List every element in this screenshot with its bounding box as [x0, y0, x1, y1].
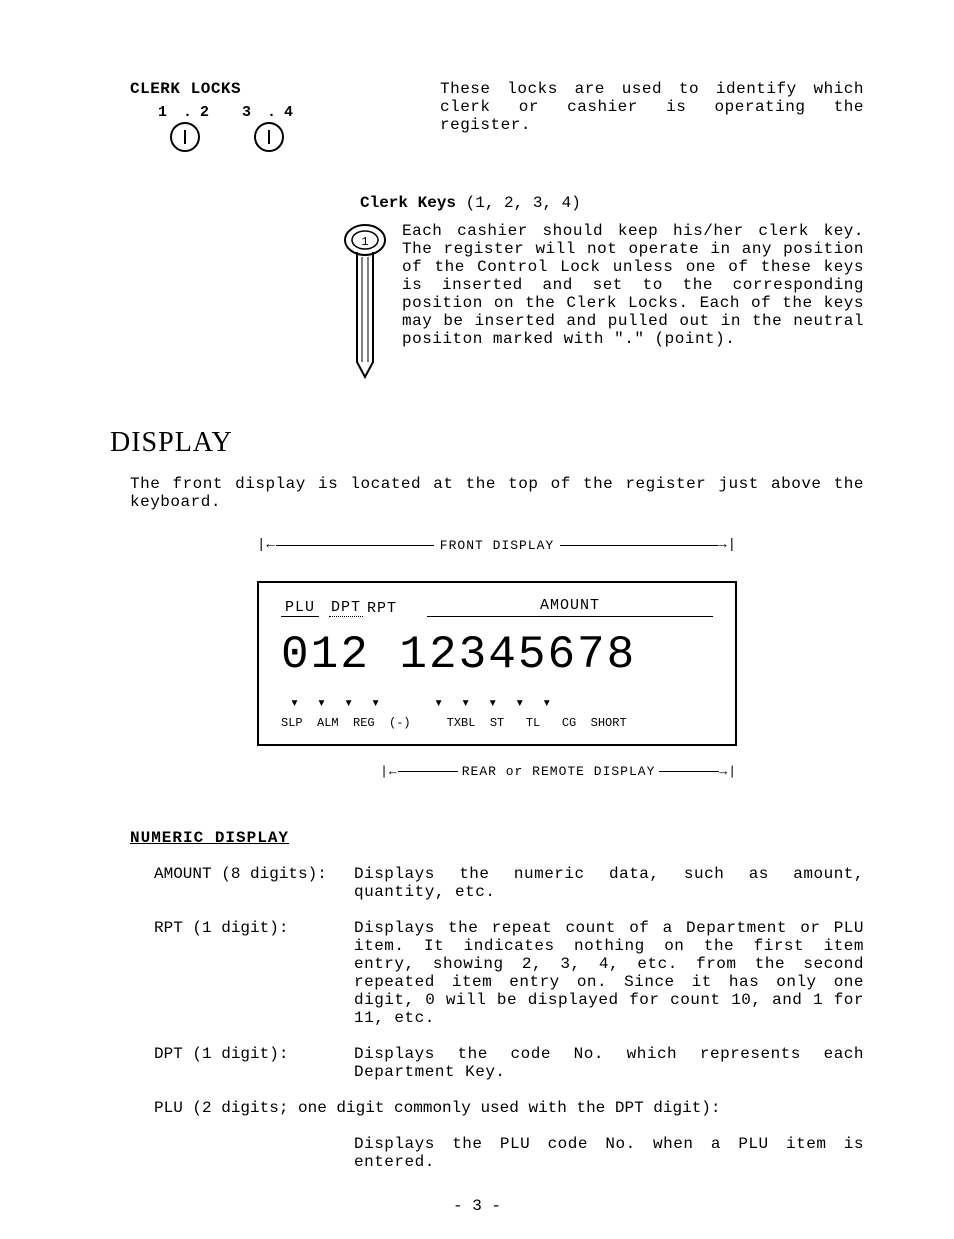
- rear-display-label: REAR or REMOTE DISPLAY: [458, 764, 660, 779]
- front-display-label-line: |← FRONT DISPLAY →|: [257, 537, 737, 553]
- def-plu-line: PLU (2 digits; one digit commonly used w…: [154, 1099, 864, 1117]
- def-term: RPT (1 digit):: [154, 919, 354, 1027]
- clerk-keys-heading-row: Clerk Keys (1, 2, 3, 4): [360, 194, 864, 212]
- numeric-display-heading: NUMERIC DISPLAY: [130, 829, 864, 847]
- lock-label-1: 1: [158, 104, 167, 121]
- def-term: DPT (1 digit):: [154, 1045, 354, 1081]
- lock-label-2: 2: [200, 104, 209, 121]
- front-display-label: FRONT DISPLAY: [434, 538, 560, 553]
- clerk-locks-intro: These locks are used to identify which c…: [440, 80, 864, 134]
- clerk-locks-diagram: 1 . 2 3 . 4: [130, 104, 330, 184]
- def-body: Displays the numeric data, such as amoun…: [354, 865, 864, 901]
- display-intro: The front display is located at the top …: [130, 475, 864, 511]
- clerk-locks-heading: CLERK LOCKS: [130, 80, 440, 98]
- clerk-locks-section: CLERK LOCKS 1 . 2 3 . 4 These locks are …: [130, 80, 864, 184]
- dpt-label: DPT: [329, 599, 363, 617]
- def-row-dpt: DPT (1 digit): Displays the code No. whi…: [154, 1045, 864, 1081]
- lock-1-icon: [170, 122, 200, 152]
- clerk-keys-section: 1 Each cashier should keep his/her clerk…: [340, 222, 864, 387]
- front-display-box: PLU DPT RPT AMOUNT 012 12345678 ▾ ▾ ▾ ▾ …: [257, 581, 737, 746]
- display-title: DISPLAY: [110, 427, 864, 459]
- rpt-label: RPT: [367, 600, 397, 617]
- key-number: 1: [361, 235, 368, 249]
- numeric-definitions: AMOUNT (8 digits): Displays the numeric …: [154, 865, 864, 1171]
- lock-label-dot1: .: [183, 104, 192, 121]
- clerk-keys-body: Each cashier should keep his/her clerk k…: [402, 222, 864, 348]
- rear-display-label-line: |← REAR or REMOTE DISPLAY →|: [257, 764, 737, 779]
- display-header-row: PLU DPT RPT AMOUNT: [281, 597, 713, 617]
- segment-digits: 012 12345678: [281, 629, 713, 681]
- def-body: Displays the code No. which represents e…: [354, 1045, 864, 1081]
- arrow-right-icon: →|: [718, 537, 737, 553]
- def-body: Displays the PLU code No. when a PLU ite…: [354, 1135, 864, 1171]
- indicator-labels: SLP ALM REG (-) TXBL ST TL CG SHORT: [281, 716, 713, 730]
- def-row-amount: AMOUNT (8 digits): Displays the numeric …: [154, 865, 864, 901]
- page-number: - 3 -: [0, 1197, 954, 1215]
- arrow-left-icon: |←: [257, 537, 276, 553]
- key-icon: 1: [340, 222, 390, 387]
- lock-label-4: 4: [284, 104, 293, 121]
- lock-2-icon: [254, 122, 284, 152]
- plu-label: PLU: [281, 599, 319, 617]
- def-body: Displays the repeat count of a Departmen…: [354, 919, 864, 1027]
- clerk-keys-heading: Clerk Keys: [360, 194, 456, 212]
- def-row-rpt: RPT (1 digit): Displays the repeat count…: [154, 919, 864, 1027]
- arrow-right-icon-2: →|: [719, 764, 737, 779]
- arrow-left-icon-2: |←: [380, 764, 398, 779]
- lock-label-dot2: .: [267, 104, 276, 121]
- amount-label: AMOUNT: [427, 597, 713, 617]
- front-display-diagram: |← FRONT DISPLAY →| PLU DPT RPT AMOUNT 0…: [257, 537, 737, 779]
- def-term-empty: [154, 1135, 354, 1171]
- def-row-plu: Displays the PLU code No. when a PLU ite…: [154, 1135, 864, 1171]
- clerk-keys-range: (1, 2, 3, 4): [466, 194, 581, 212]
- indicator-triangles: ▾ ▾ ▾ ▾ ▾ ▾ ▾ ▾ ▾: [281, 693, 713, 712]
- lock-label-3: 3: [242, 104, 251, 121]
- def-term: AMOUNT (8 digits):: [154, 865, 354, 901]
